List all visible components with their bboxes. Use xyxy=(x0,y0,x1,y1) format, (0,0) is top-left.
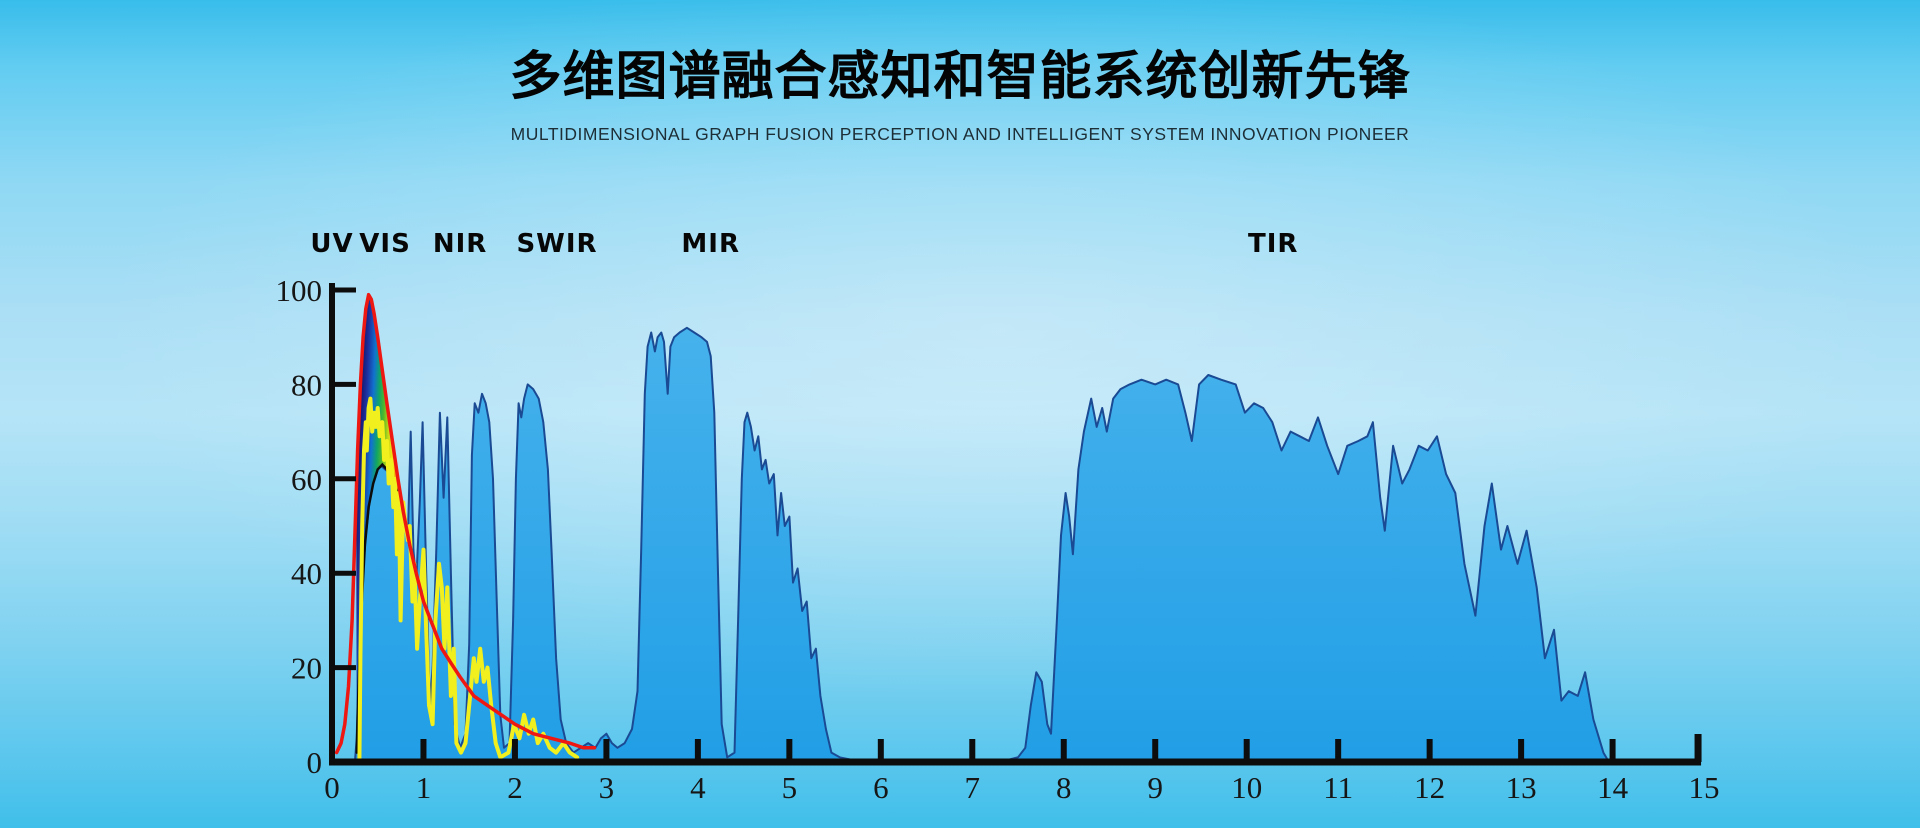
axes xyxy=(329,283,1702,766)
x-tick-label-1: 1 xyxy=(416,770,432,805)
band-label-nir: NIR xyxy=(433,229,487,259)
band-label-mir: MIR xyxy=(681,229,740,259)
transmission-windows-area xyxy=(353,326,1610,763)
x-tick-label-5: 5 xyxy=(782,770,798,805)
y-tick-label-80: 80 xyxy=(291,367,322,402)
x-tick-label-0: 0 xyxy=(324,770,340,805)
page-title: 多维图谱融合感知和智能系统创新先锋 xyxy=(509,47,1411,107)
y-tick-label-40: 40 xyxy=(291,556,322,591)
x-tick-label-11: 11 xyxy=(1323,770,1353,805)
page-header: 多维图谱融合感知和智能系统创新先锋 MULTIDIMENSIONAL GRAPH… xyxy=(0,47,1920,145)
x-tick-label-9: 9 xyxy=(1147,770,1163,805)
page-subtitle: MULTIDIMENSIONAL GRAPH FUSION PERCEPTION… xyxy=(510,123,1410,144)
y-tick-label-0: 0 xyxy=(307,745,323,780)
x-tick-label-2: 2 xyxy=(507,770,523,805)
x-tick-label-14: 14 xyxy=(1597,770,1629,805)
x-tick-label-12: 12 xyxy=(1414,770,1445,805)
band-label-uv: UV xyxy=(310,229,353,259)
x-tick-label-3: 3 xyxy=(599,770,615,805)
x-tick-label-15: 15 xyxy=(1689,770,1720,805)
x-tick-label-13: 13 xyxy=(1506,770,1537,805)
x-tick-label-10: 10 xyxy=(1231,770,1262,805)
y-tick-label-100: 100 xyxy=(276,273,323,308)
blackbody-curve xyxy=(334,292,597,755)
band-label-vis: VIS xyxy=(359,229,411,259)
y-tick-label-20: 20 xyxy=(291,651,322,686)
x-tick-label-7: 7 xyxy=(965,770,981,805)
band-label-swir: SWIR xyxy=(516,229,597,259)
x-tick-label-6: 6 xyxy=(873,770,889,805)
x-tick-label-8: 8 xyxy=(1056,770,1072,805)
band-label-tir: TIR xyxy=(1248,229,1298,259)
y-tick-label-60: 60 xyxy=(291,462,322,497)
x-tick-label-4: 4 xyxy=(690,770,706,805)
